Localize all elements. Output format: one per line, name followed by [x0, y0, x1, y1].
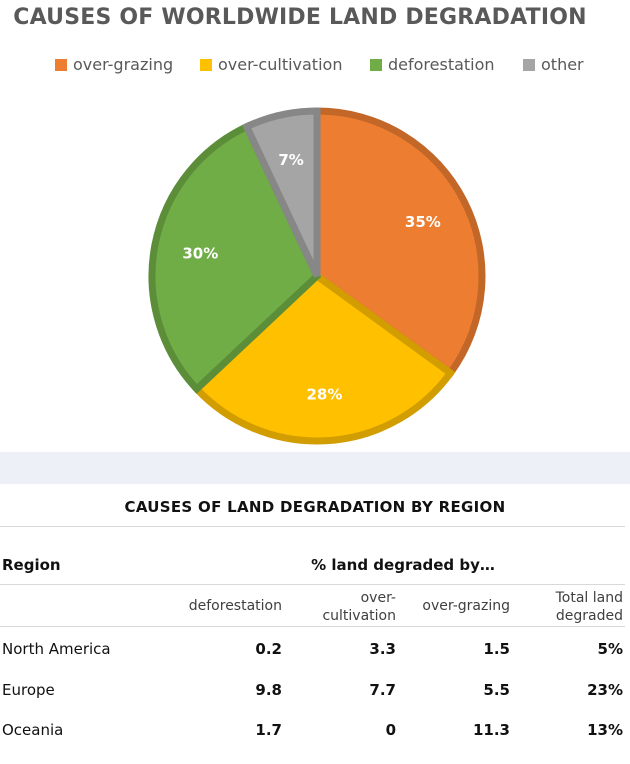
legend-item-other: other	[523, 55, 584, 74]
pie-label-deforestation: 30%	[182, 245, 218, 263]
table-title: CAUSES OF LAND DEGRADATION BY REGION	[124, 498, 506, 516]
pie-chart-title: CAUSES OF WORLDWIDE LAND DEGRADATION	[13, 5, 587, 30]
legend-item-over-grazing: over-grazing	[55, 55, 173, 74]
column-header-total-line2: degraded	[555, 608, 623, 624]
pie-legend: over-grazing over-cultivation deforestat…	[0, 55, 630, 77]
section-divider-band	[0, 452, 630, 484]
value-cell: 0	[385, 721, 396, 739]
value-cell: 1.7	[255, 721, 282, 739]
value-cell: 5.5	[483, 681, 510, 699]
table-rule-subheader	[0, 626, 625, 627]
legend-item-deforestation: deforestation	[370, 55, 495, 74]
legend-swatch-over-cultivation	[200, 58, 212, 71]
value-cell: 3.3	[369, 640, 396, 658]
pie-chart: 35% 28% 30% 7%	[148, 107, 486, 445]
pie-label-other: 7%	[278, 151, 303, 169]
table-rule-top	[0, 526, 625, 527]
table-rule-header	[0, 584, 625, 585]
region-cell: North America	[2, 640, 111, 658]
column-header-over-cultivation-line1: over-	[360, 590, 396, 606]
column-header-over-grazing-line1: over-grazing	[422, 598, 510, 614]
legend-label-deforestation: deforestation	[388, 55, 495, 74]
pie-slice-other	[242, 107, 321, 278]
value-cell: 13%	[587, 721, 623, 739]
column-header-total-line1: Total land	[555, 590, 623, 606]
pie-slice-over-cultivation	[191, 271, 456, 445]
table-row-header: Region	[2, 556, 61, 574]
legend-swatch-other	[523, 58, 535, 71]
column-header-total: Total land degraded	[520, 589, 623, 625]
region-cell: Oceania	[2, 721, 64, 739]
column-header-deforestation: deforestation	[170, 597, 282, 615]
value-cell: 5%	[597, 640, 623, 658]
value-cell: 0.2	[255, 640, 282, 658]
value-cell: 9.8	[255, 681, 282, 699]
value-cell: 7.7	[369, 681, 396, 699]
pie-label-over-cultivation: 28%	[307, 386, 343, 404]
legend-label-over-cultivation: over-cultivation	[218, 55, 343, 74]
value-cell: 1.5	[483, 640, 510, 658]
column-header-deforestation-line1: deforestation	[188, 598, 282, 614]
column-header-over-cultivation-line2: cultivation	[322, 608, 396, 624]
legend-label-other: other	[541, 55, 584, 74]
column-header-over-cultivation: over- cultivation	[290, 589, 396, 625]
pie-label-over-grazing: 35%	[405, 213, 441, 231]
value-cell: 11.3	[472, 721, 510, 739]
value-cell: 23%	[587, 681, 623, 699]
legend-label-over-grazing: over-grazing	[73, 55, 174, 74]
column-header-over-grazing: over-grazing	[400, 597, 510, 615]
legend-swatch-over-grazing	[55, 58, 67, 71]
legend-swatch-deforestation	[370, 58, 382, 71]
legend-item-over-cultivation: over-cultivation	[200, 55, 342, 74]
region-cell: Europe	[2, 681, 55, 699]
pie-slice-over-grazing	[313, 107, 486, 378]
table-group-header: % land degraded by…	[311, 556, 495, 574]
